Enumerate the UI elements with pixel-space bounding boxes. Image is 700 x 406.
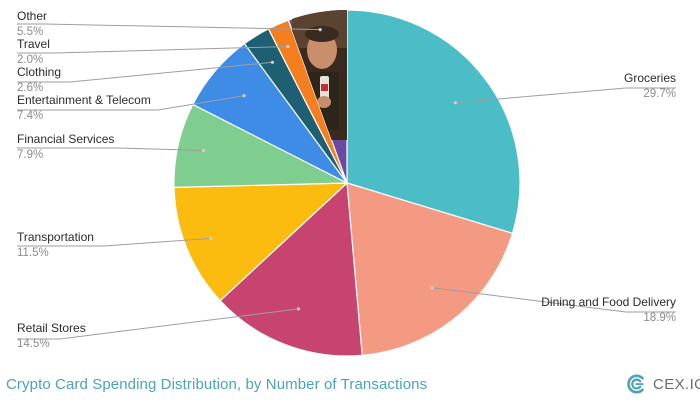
slice-value-clothing: 2.6% xyxy=(17,82,43,94)
slice-value-dining-and-food-delivery: 18.9% xyxy=(643,312,676,324)
leader-line-financial-services xyxy=(17,147,204,151)
leader-dot-travel xyxy=(286,44,290,49)
cexio-logo-icon xyxy=(627,374,644,394)
leader-line-retail-stores xyxy=(17,308,299,340)
slice-value-transportation: 11.5% xyxy=(17,247,49,259)
brand-name: CEX.IO xyxy=(653,375,700,393)
pie-slice-groceries xyxy=(346,9,521,235)
leader-line-clothing xyxy=(17,61,273,83)
slice-value-travel: 2.0% xyxy=(17,54,43,66)
leader-dot-groceries xyxy=(453,101,457,105)
leader-line-entertainment-and-telecom xyxy=(17,95,245,111)
leader-line-travel xyxy=(17,46,288,54)
slice-labels: Groceries 29.7% Dining and Food Delivery 18… xyxy=(17,9,676,350)
pie-slice-transportation xyxy=(173,182,349,302)
leader-line-dining-and-food-delivery xyxy=(431,287,676,313)
leader-line-groceries xyxy=(455,87,676,104)
leader-dot-other xyxy=(318,28,322,32)
slice-label-groceries: Groceries xyxy=(624,71,676,85)
slice-value-groceries: 29.7% xyxy=(643,88,676,100)
slice-label-other: Other xyxy=(17,9,47,23)
slice-label-clothing: Clothing xyxy=(17,65,61,79)
leader-lines xyxy=(17,23,676,340)
slice-label-dining-and-food-delivery: Dining and Food Delivery xyxy=(541,295,676,309)
leader-dot-clothing xyxy=(270,60,275,64)
pie-slice-dining-and-food-delivery xyxy=(346,182,514,356)
leader-dot-financial-services xyxy=(202,148,206,153)
leader-dot-transportation xyxy=(209,236,213,240)
pie-slices xyxy=(173,9,521,357)
leader-dot-retail-stores xyxy=(296,307,301,311)
leader-dot-dining-and-food-delivery xyxy=(430,286,434,290)
slice-value-financial-services: 7.9% xyxy=(17,149,43,161)
chart-title: Crypto Card Spending Distribution, by Nu… xyxy=(6,376,428,393)
slice-value-other: 5.5% xyxy=(17,26,43,38)
brand-logo: CEX.IO xyxy=(626,372,700,396)
leader-line-other xyxy=(17,23,321,31)
slice-label-transportation: Transportation xyxy=(17,230,94,244)
slice-label-financial-services: Financial Services xyxy=(17,132,114,146)
slice-label-travel: Travel xyxy=(17,37,50,51)
pie-slice-retail-stores xyxy=(219,181,363,357)
slice-value-entertainment-and-telecom: 7.4% xyxy=(17,110,43,122)
leader-line-transportation xyxy=(17,237,211,247)
slice-label-entertainment-and-telecom: Entertainment & Telecom xyxy=(17,93,151,107)
slice-value-retail-stores: 14.5% xyxy=(17,338,50,350)
slice-label-retail-stores: Retail Stores xyxy=(17,321,86,335)
leader-dot-entertainment-and-telecom xyxy=(242,94,246,98)
